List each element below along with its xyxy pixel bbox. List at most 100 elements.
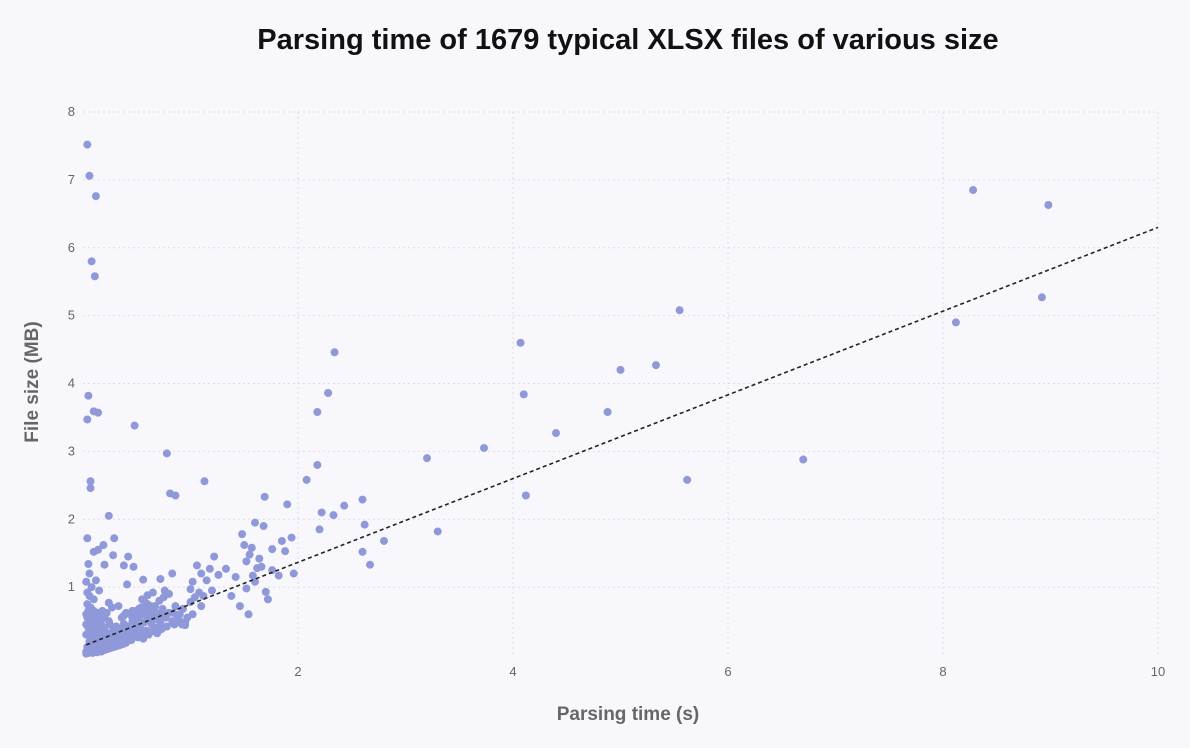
data-point — [358, 547, 367, 556]
data-point — [238, 530, 247, 539]
data-point — [259, 522, 268, 531]
data-point — [257, 562, 266, 571]
data-point — [616, 365, 625, 374]
data-point — [86, 477, 95, 486]
data-point — [235, 602, 244, 611]
data-point — [186, 585, 195, 594]
data-points — [82, 140, 1053, 658]
y-tick-label: 2 — [68, 511, 75, 526]
x-axis-title: Parsing time (s) — [557, 704, 700, 725]
data-point — [171, 491, 180, 500]
data-point — [799, 455, 808, 464]
data-point — [247, 543, 256, 552]
data-point — [89, 595, 98, 604]
data-point — [86, 484, 95, 493]
data-point — [87, 257, 96, 266]
data-point — [552, 429, 560, 438]
data-point — [205, 564, 214, 573]
y-tick-label: 3 — [68, 443, 75, 458]
data-point — [85, 171, 94, 180]
data-point — [268, 545, 277, 554]
data-point — [519, 390, 528, 399]
y-axis-title: File size (MB) — [22, 321, 43, 442]
x-tick-label: 2 — [294, 664, 301, 679]
data-point — [130, 610, 139, 619]
data-point — [129, 562, 138, 571]
y-tick-label: 1 — [68, 579, 75, 594]
data-point — [188, 610, 197, 619]
data-point — [221, 564, 230, 573]
data-point — [168, 569, 177, 578]
data-point — [313, 408, 322, 417]
data-point — [139, 575, 148, 584]
data-point — [260, 492, 269, 501]
y-tick-label: 4 — [68, 376, 75, 391]
data-point — [268, 566, 277, 575]
data-point — [104, 617, 113, 626]
data-point — [94, 408, 103, 417]
data-point — [479, 443, 488, 452]
data-point — [210, 552, 219, 561]
data-point — [329, 511, 338, 520]
data-point — [242, 557, 251, 566]
data-point — [251, 577, 259, 586]
chart-title: Parsing time of 1679 typical XLSX files … — [257, 24, 998, 56]
data-point — [248, 571, 257, 580]
data-point — [200, 477, 209, 486]
data-point — [124, 552, 133, 561]
data-point — [99, 541, 108, 550]
data-point — [251, 518, 259, 527]
data-point — [100, 642, 109, 651]
data-point — [97, 620, 106, 629]
data-point — [145, 611, 154, 620]
data-point — [151, 602, 160, 611]
data-point — [162, 622, 171, 631]
data-point — [263, 595, 272, 604]
data-point — [1037, 293, 1046, 302]
data-point — [231, 572, 240, 581]
data-point — [315, 525, 324, 534]
data-point — [114, 602, 123, 611]
data-point — [85, 569, 94, 578]
data-point — [90, 272, 99, 281]
data-point — [227, 591, 236, 600]
data-point — [324, 389, 333, 398]
data-point — [141, 606, 150, 615]
data-point — [281, 547, 290, 556]
data-point — [245, 550, 254, 559]
data-point — [277, 536, 286, 545]
data-point — [340, 501, 349, 510]
data-point — [202, 576, 211, 585]
data-point — [214, 570, 223, 579]
data-point — [313, 460, 322, 469]
y-tick-label: 7 — [68, 172, 75, 187]
y-tick-label: 8 — [68, 104, 75, 119]
data-point — [358, 495, 367, 504]
data-point — [1044, 200, 1053, 209]
data-point — [208, 586, 216, 595]
data-point — [603, 408, 612, 417]
data-point — [651, 361, 660, 370]
data-point — [108, 603, 117, 612]
trendline — [85, 226, 1159, 646]
data-point — [159, 593, 168, 602]
data-point — [83, 534, 92, 543]
grid-lines — [83, 111, 1159, 655]
data-point — [91, 192, 100, 201]
data-point — [195, 588, 204, 597]
data-point — [162, 449, 171, 458]
data-point — [102, 608, 111, 617]
data-point — [148, 588, 157, 597]
data-point — [255, 554, 264, 563]
data-point — [104, 511, 113, 520]
data-point — [951, 318, 960, 327]
data-point — [83, 415, 92, 424]
data-point — [969, 186, 978, 195]
data-point — [91, 576, 100, 585]
data-point — [95, 586, 104, 595]
data-point — [380, 536, 388, 545]
y-tick-label: 5 — [68, 308, 75, 323]
y-tick-label: 6 — [68, 240, 75, 255]
